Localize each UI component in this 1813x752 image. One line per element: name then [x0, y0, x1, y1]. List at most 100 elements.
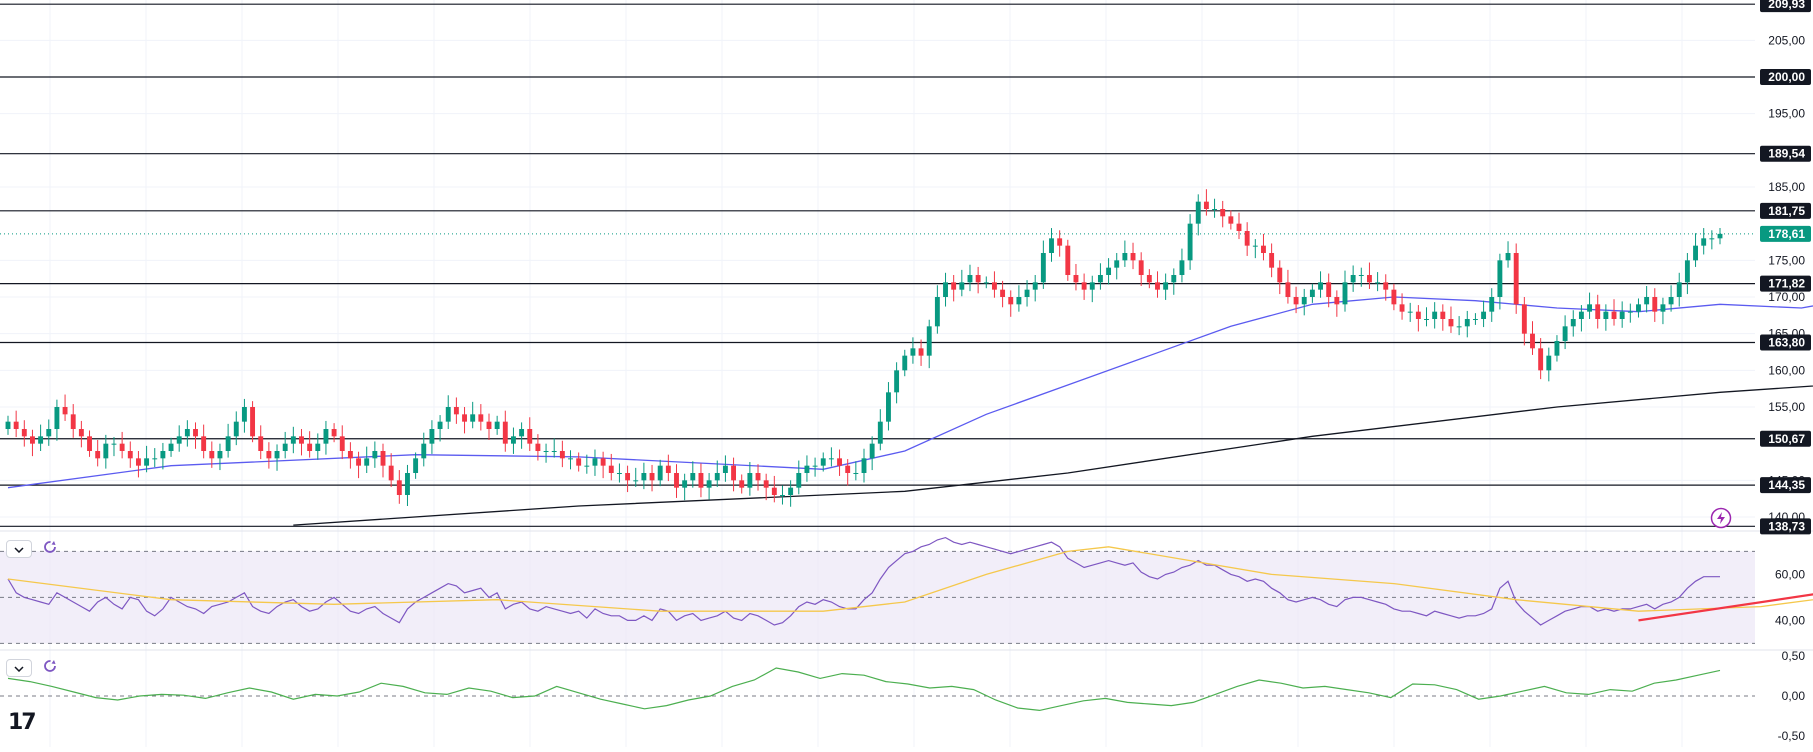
- candle: [1024, 289, 1030, 297]
- level-badge-label: 209,93: [1768, 0, 1805, 11]
- candle: [877, 421, 883, 444]
- chevron-down-icon: [14, 540, 24, 558]
- candle: [494, 421, 500, 429]
- candle: [70, 414, 76, 429]
- candle: [1367, 275, 1372, 283]
- rsi-ma-line: [7, 546, 1813, 612]
- candle: [633, 480, 639, 482]
- candle: [1717, 233, 1723, 239]
- candle: [1220, 209, 1226, 217]
- candle: [657, 465, 663, 481]
- candle: [1065, 245, 1071, 275]
- level-badge-label: 171,82: [1768, 277, 1805, 291]
- candle: [1481, 311, 1487, 319]
- candle: [1130, 253, 1136, 261]
- price-axis-tick: 160,00: [1768, 363, 1805, 377]
- candle: [1587, 304, 1593, 312]
- rsi-band: [0, 551, 1755, 644]
- candle: [1546, 355, 1552, 371]
- momentum-refresh-button[interactable]: [41, 659, 59, 677]
- candle: [323, 429, 329, 444]
- candle: [1228, 216, 1234, 224]
- momentum-collapse-button[interactable]: [6, 659, 32, 677]
- candle: [1456, 326, 1462, 328]
- level-badge-label: 138,73: [1768, 519, 1805, 533]
- chevron-down-icon: [14, 659, 24, 677]
- candle: [396, 480, 402, 495]
- candle: [1155, 282, 1160, 290]
- candle: [266, 451, 272, 459]
- candle: [894, 370, 900, 393]
- candle: [176, 436, 182, 444]
- candle: [845, 465, 851, 473]
- candle: [241, 407, 247, 422]
- candle: [519, 429, 525, 437]
- candle: [1521, 304, 1527, 334]
- candle: [1114, 260, 1120, 268]
- candle: [983, 282, 989, 284]
- rsi-refresh-button[interactable]: [41, 540, 59, 558]
- candle: [568, 458, 573, 460]
- candle: [1660, 304, 1666, 312]
- level-badge-label: 189,54: [1768, 147, 1805, 161]
- candle: [21, 429, 27, 437]
- candle: [1407, 311, 1413, 313]
- candle: [339, 436, 345, 451]
- candle: [453, 407, 459, 415]
- level-badge-label: 144,35: [1768, 478, 1805, 492]
- candle: [1432, 311, 1438, 319]
- candle: [1627, 311, 1633, 313]
- candle: [918, 348, 924, 356]
- candle: [209, 451, 215, 459]
- candle: [152, 458, 158, 460]
- candle: [1163, 282, 1169, 290]
- price-pane: [0, 3, 1813, 527]
- candle: [853, 473, 859, 474]
- refresh-icon: [42, 658, 58, 679]
- rsi-axis-tick: 40,00: [1775, 613, 1805, 627]
- candle: [1342, 282, 1348, 305]
- candle: [788, 487, 794, 495]
- candle: [1448, 319, 1454, 327]
- candle: [1138, 260, 1144, 275]
- candle: [1049, 238, 1054, 253]
- candle: [1040, 253, 1046, 283]
- candle: [608, 465, 614, 473]
- candle: [1497, 260, 1503, 297]
- candle: [804, 465, 810, 473]
- candle: [1334, 297, 1340, 305]
- level-badge: [1760, 334, 1811, 351]
- candle: [886, 392, 891, 422]
- candle: [388, 465, 394, 481]
- candle: [347, 451, 353, 459]
- candle: [1472, 319, 1478, 320]
- candle: [739, 480, 745, 488]
- candle: [127, 451, 133, 459]
- candle: [682, 480, 688, 488]
- candle: [111, 443, 117, 445]
- candle: [1415, 311, 1421, 319]
- candle: [1301, 297, 1307, 305]
- candle: [1057, 238, 1063, 246]
- last-price-label: 178,61: [1768, 227, 1805, 241]
- alert-button[interactable]: [1710, 507, 1732, 531]
- rsi-collapse-button[interactable]: [6, 540, 32, 558]
- candle: [1358, 275, 1364, 276]
- candle: [1652, 297, 1658, 312]
- candle: [429, 429, 435, 444]
- candle: [1171, 275, 1177, 283]
- candle: [747, 473, 753, 488]
- candle: [674, 473, 679, 488]
- candle: [559, 451, 565, 459]
- candle: [372, 451, 378, 459]
- candle: [959, 282, 965, 290]
- candle: [225, 436, 231, 451]
- candle: [290, 436, 296, 444]
- candle: [1636, 304, 1641, 312]
- level-badge-label: 163,80: [1768, 335, 1805, 349]
- candle: [1008, 297, 1014, 305]
- level-badge: [1760, 477, 1811, 494]
- candle: [1089, 282, 1095, 290]
